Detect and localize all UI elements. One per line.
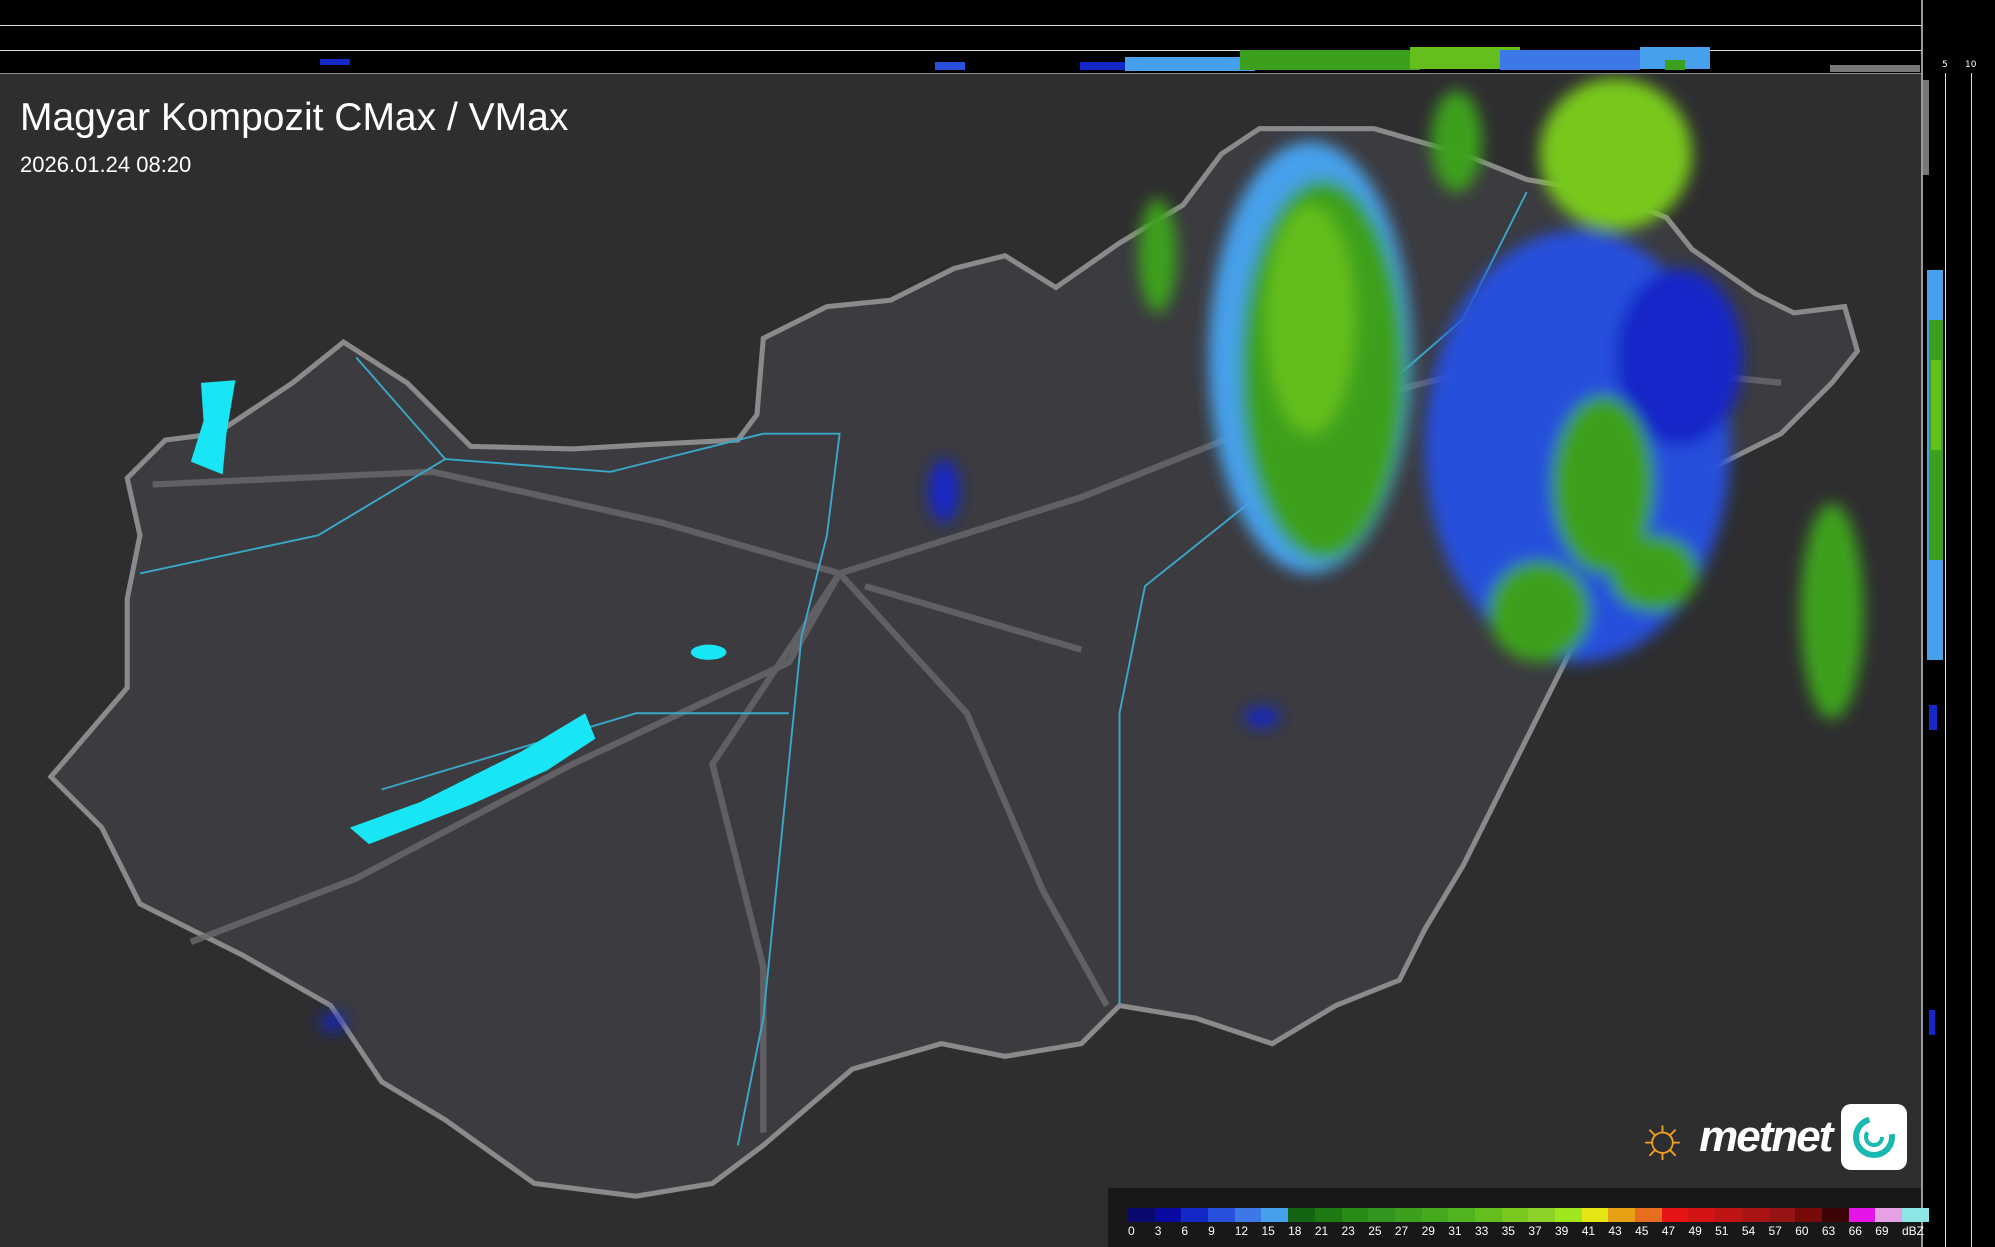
legend-label: 25 (1368, 1224, 1382, 1238)
legend-swatch (1555, 1208, 1582, 1222)
radar-map[interactable] (0, 74, 1921, 1247)
legend-swatch (1608, 1208, 1636, 1222)
top-cross-section-profile (0, 0, 1921, 75)
legend-swatch (1288, 1208, 1315, 1222)
legend-swatch (1875, 1208, 1902, 1222)
profile-gridline (1971, 73, 1972, 1247)
map-title: Magyar Kompozit CMax / VMax (20, 96, 569, 139)
swirl-logo-icon (1841, 1104, 1908, 1170)
legend-swatch (1768, 1208, 1796, 1222)
legend-label: 63 (1821, 1224, 1836, 1238)
legend-swatches (1128, 1208, 1929, 1222)
legend-unit: dBZ (1901, 1224, 1924, 1238)
legend-label: 0 (1128, 1224, 1135, 1238)
sun-icon: ☼ (1636, 1104, 1690, 1169)
legend-label: 69 (1875, 1224, 1889, 1238)
legend-label: 18 (1288, 1224, 1302, 1238)
legend-swatch (1368, 1208, 1395, 1222)
legend-swatch (1261, 1208, 1289, 1222)
legend-label: 31 (1448, 1224, 1462, 1238)
legend-swatch (1448, 1208, 1475, 1222)
legend-swatch (1528, 1208, 1555, 1222)
profile-tick-label: 10 (1965, 60, 1977, 70)
profile-gridline (0, 25, 1921, 26)
legend-label: 54 (1741, 1224, 1756, 1238)
legend-labels: 0 3 6 9 12 15 18 21 23 25 27 29 31 33 35 37 39 41 43 45 47 49… (1128, 1224, 1929, 1238)
legend-label: 3 (1154, 1224, 1162, 1238)
metnet-logo: ☼ metnet (1636, 1104, 1908, 1170)
legend-label: 29 (1421, 1224, 1435, 1238)
legend-label: 60 (1795, 1224, 1809, 1238)
legend-swatch (1715, 1208, 1742, 1222)
legend-label: 45 (1635, 1224, 1649, 1238)
right-cross-section-profile: 5 10 (1921, 0, 1995, 1247)
legend-swatch (1901, 1208, 1929, 1222)
lakes (190, 380, 727, 845)
profile-tick-label: 5 (1942, 60, 1948, 70)
legend-swatch (1181, 1208, 1209, 1222)
legend-swatch (1795, 1208, 1822, 1222)
legend-swatch (1501, 1208, 1529, 1222)
legend-swatch (1821, 1208, 1849, 1222)
legend-swatch (1421, 1208, 1449, 1222)
legend-label: 39 (1555, 1224, 1569, 1238)
legend-label: 41 (1581, 1224, 1596, 1238)
legend-label: 47 (1661, 1224, 1676, 1238)
top-profile-echoes (320, 47, 1920, 72)
legend-swatch (1474, 1208, 1502, 1222)
legend-label: 51 (1715, 1224, 1729, 1238)
legend-swatch (1688, 1208, 1716, 1222)
legend-label: 21 (1314, 1224, 1329, 1238)
legend-label: 6 (1181, 1224, 1189, 1238)
legend-label: 43 (1608, 1224, 1622, 1238)
legend-swatch (1314, 1208, 1342, 1222)
legend-swatch (1234, 1208, 1262, 1222)
legend-swatch (1848, 1208, 1876, 1222)
radar-echoes (320, 77, 1864, 1031)
legend-label: 57 (1768, 1224, 1782, 1238)
profile-gridline (1945, 73, 1946, 1247)
right-profile-echoes (1923, 80, 1943, 1035)
legend-swatch (1661, 1208, 1689, 1222)
legend-label: 37 (1528, 1224, 1542, 1238)
legend-label: 35 (1501, 1224, 1515, 1238)
legend-swatch (1208, 1208, 1235, 1222)
dbz-color-legend: 0 3 6 9 12 15 18 21 23 25 27 29 31 33 35 37 39 41 43 45 47 49… (1108, 1188, 1929, 1247)
profile-gridline (0, 50, 1921, 51)
legend-swatch (1154, 1208, 1182, 1222)
map-timestamp: 2026.01.24 08:20 (20, 152, 192, 177)
legend-label: 66 (1848, 1224, 1862, 1238)
legend-swatch (1741, 1208, 1769, 1222)
legend-label: 15 (1261, 1224, 1275, 1238)
legend-label: 12 (1234, 1224, 1249, 1238)
logo-text: metnet (1699, 1112, 1833, 1161)
legend-swatch (1341, 1208, 1369, 1222)
legend-swatch (1581, 1208, 1609, 1222)
legend-label: 23 (1341, 1224, 1355, 1238)
legend-swatch (1128, 1208, 1155, 1222)
legend-label: 33 (1474, 1224, 1489, 1238)
legend-label: 9 (1208, 1224, 1215, 1238)
legend-swatch (1635, 1208, 1662, 1222)
legend-label: 49 (1688, 1224, 1702, 1238)
legend-swatch (1394, 1208, 1422, 1222)
legend-label: 27 (1394, 1224, 1409, 1238)
